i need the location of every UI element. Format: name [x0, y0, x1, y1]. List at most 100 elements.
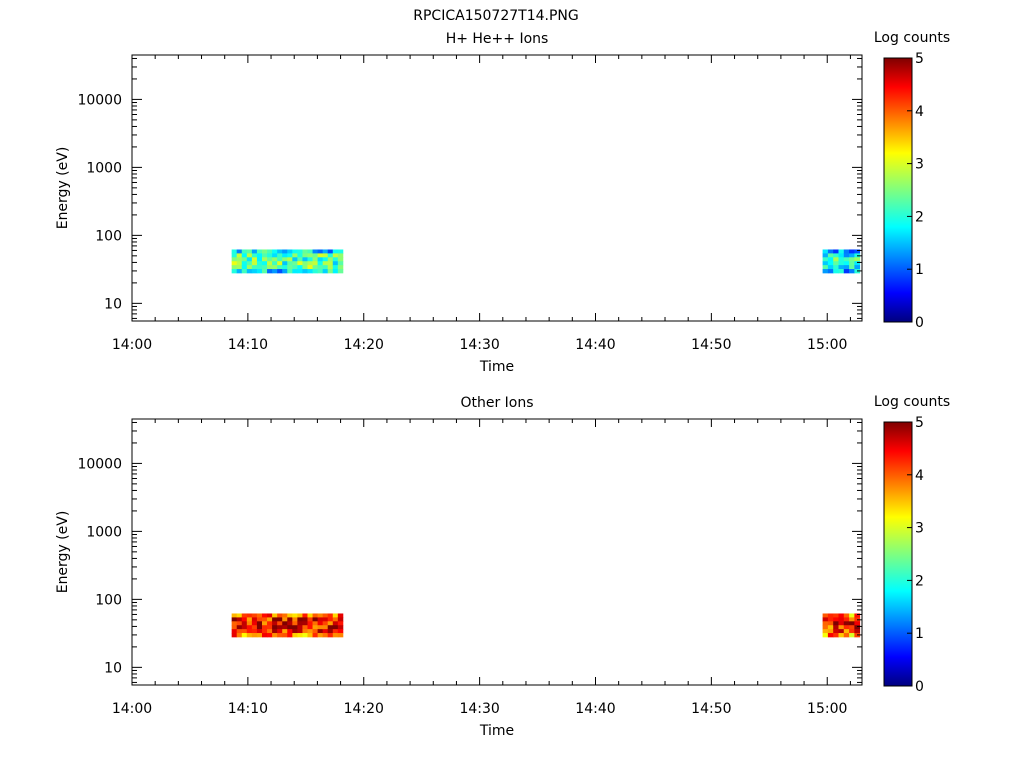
panel1-colorbar-tick-label: 5: [915, 51, 924, 67]
panel1-block0-cell: [302, 265, 308, 270]
panel1-block0-cell: [231, 249, 238, 254]
panel1-block1-cell: [838, 257, 845, 262]
panel2-block0-cell: [241, 613, 248, 618]
panel1-block0-cell: [236, 265, 243, 270]
panel1-block0-cell: [246, 249, 253, 254]
panel2-block0-cell: [287, 613, 293, 618]
panel2-block0-cell: [261, 633, 268, 638]
panel1-block1-cell: [822, 269, 829, 274]
panel1-block0-cell: [312, 249, 319, 254]
panel2-block0-cell: [277, 629, 283, 634]
panel1-block0-cell: [312, 269, 319, 274]
panel1-block1-cell: [849, 261, 855, 266]
panel1-block1-cell: [843, 257, 850, 262]
panel1-block1-cell: [827, 253, 834, 258]
panel1-block0-cell: [272, 261, 278, 266]
panel2-block0-cell: [251, 621, 258, 626]
panel2-title: Other Ions: [460, 395, 533, 411]
panel1-block0-cell: [231, 269, 238, 274]
panel2-block1-cell: [849, 633, 855, 638]
panel2-block0-cell: [251, 617, 258, 622]
panel1-block1-cell: [849, 269, 855, 274]
panel2-block0-cell: [231, 621, 238, 626]
panel1-block0-cell: [287, 253, 293, 258]
panel2-block0-cell: [287, 621, 293, 626]
panel2-block1-cell: [838, 617, 845, 622]
panel2-block0-cell: [312, 633, 319, 638]
panel2-block0-cell: [282, 617, 288, 622]
panel1-y-tick-label: 1000: [86, 160, 122, 176]
panel2-block0-cell: [241, 625, 248, 630]
panel2-block0-cell: [256, 617, 263, 622]
panel1-block0-cell: [251, 257, 258, 262]
panel1-block1-cell: [843, 265, 850, 270]
panel1-block0-cell: [267, 257, 273, 262]
panel1-block0-cell: [267, 253, 273, 258]
panel1-block0-cell: [277, 265, 283, 270]
panel2-block0-cell: [277, 621, 283, 626]
panel2-block0-cell: [337, 617, 344, 622]
panel2-block0-cell: [332, 633, 339, 638]
panel2-block1-cell: [822, 625, 829, 630]
panel2-block0-cell: [256, 629, 263, 634]
panel1-block0-cell: [241, 257, 248, 262]
panel2-block1-cell: [838, 613, 845, 618]
panel2-block1-cell: [843, 625, 850, 630]
panel1-block0-cell: [272, 257, 278, 262]
panel1-block0-cell: [231, 261, 238, 266]
panel2-block0-cell: [317, 613, 324, 618]
panel2-block0-cell: [292, 617, 298, 622]
panel2-x-tick-label: 14:20: [344, 701, 384, 717]
panel1-block0-cell: [251, 249, 258, 254]
panel2-block0-cell: [231, 633, 238, 638]
panel1-block0-cell: [312, 253, 319, 258]
panel2-block1-cell: [827, 621, 834, 626]
panel1-block0-cell: [256, 253, 263, 258]
panel2-block1-cell: [849, 617, 855, 622]
panel1-block0-cell: [246, 261, 253, 266]
panel2-block0-cell: [277, 617, 283, 622]
panel2-block0-cell: [297, 621, 303, 626]
panel2-block1-cell: [822, 633, 829, 638]
panel2-block0-cell: [307, 621, 313, 626]
panel1-block1-cell: [838, 261, 845, 266]
panel2-block0-cell: [241, 629, 248, 634]
panel2-block0-cell: [282, 613, 288, 618]
panel2-colorbar-tick-label: 3: [915, 521, 924, 537]
panel2-block0-cell: [236, 633, 243, 638]
panel2-x-tick-label: 14:30: [459, 701, 499, 717]
panel2-block0-cell: [322, 617, 329, 622]
panel1-block1-cell: [822, 253, 829, 258]
panel1-block0-cell: [322, 257, 329, 262]
panel1-block0-cell: [236, 269, 243, 274]
panel2-x-tick-label: 14:50: [691, 701, 731, 717]
panel1-block0-cell: [292, 269, 298, 274]
panel1-block0-cell: [261, 261, 268, 266]
panel2-x-tick-label: 14:10: [228, 701, 268, 717]
panel2-block1-cell: [827, 629, 834, 634]
panel2-x-axis-label: Time: [479, 723, 514, 739]
panel2-block0-cell: [332, 621, 339, 626]
panel2-block0-cell: [277, 633, 283, 638]
panel1-block0-cell: [282, 257, 288, 262]
panel1-block1-cell: [854, 257, 861, 262]
panel2-colorbar-label: Log counts: [874, 394, 950, 410]
panel1-block0-cell: [297, 253, 303, 258]
panel2-block1-cell: [849, 629, 855, 634]
panel1-block0-cell: [246, 257, 253, 262]
panel2-block0-cell: [231, 625, 238, 630]
panel2-block0-cell: [337, 629, 344, 634]
panel1-x-tick-label: 14:00: [112, 337, 152, 353]
panel2-block1-cell: [854, 625, 861, 630]
panel2-block1-cell: [849, 621, 855, 626]
panel1-block0-cell: [337, 269, 344, 274]
panel2-block0-cell: [312, 625, 319, 630]
panel1-block0-cell: [272, 249, 278, 254]
panel2-block0-cell: [251, 629, 258, 634]
panel1-block0-cell: [322, 249, 329, 254]
panel1-block0-cell: [241, 261, 248, 266]
panel2-block0-cell: [297, 633, 303, 638]
panel2-block1-cell: [822, 613, 829, 618]
panel1-y-axis-label: Energy (eV): [55, 147, 71, 230]
panel2-block0-cell: [272, 625, 278, 630]
